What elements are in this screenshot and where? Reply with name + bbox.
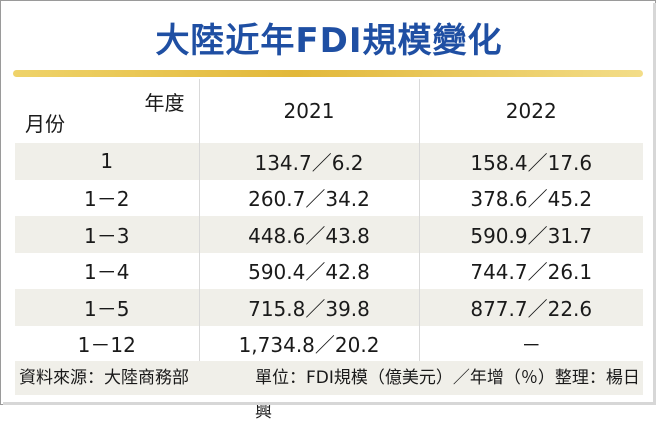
value-cell-2021: 134.7／6.2: [199, 143, 419, 180]
month-cell: 1－3: [15, 216, 199, 253]
year-header-2021: 2021: [199, 79, 419, 143]
value-cell-2021: 260.7／34.2: [199, 180, 419, 217]
table-row: 1－2 260.7／34.2 378.6／45.2: [15, 180, 643, 217]
corner-header: 年度 月份: [15, 79, 199, 143]
value-cell-2022: 158.4／17.6: [419, 143, 643, 180]
month-cell: 1－2: [15, 180, 199, 217]
footer-note: 資料來源：大陸商務部 單位：FDI規模（億美元）／年增（％）整理：楊日興: [15, 361, 643, 395]
value-cell-2022: －: [419, 326, 643, 363]
corner-month-label: 月份: [25, 108, 65, 137]
value-cell-2022: 590.9／31.7: [419, 216, 643, 253]
infographic-card: 大陸近年FDI規模變化 年度 月份 2021 2022 1 134.7／6.2 …: [0, 0, 656, 405]
value-cell-2021: 448.6／43.8: [199, 216, 419, 253]
month-cell: 1－12: [15, 326, 199, 363]
table-row: 1－3 448.6／43.8 590.9／31.7: [15, 216, 643, 253]
source-note: 資料來源：大陸商務部: [19, 361, 189, 395]
year-header-2022: 2022: [419, 79, 643, 143]
table-row: 1 134.7／6.2 158.4／17.6: [15, 143, 643, 180]
title-divider: [13, 70, 643, 77]
value-cell-2021: 590.4／42.8: [199, 253, 419, 290]
value-cell-2022: 378.6／45.2: [419, 180, 643, 217]
value-cell-2022: 744.7／26.1: [419, 253, 643, 290]
header-row: 年度 月份 2021 2022: [15, 79, 643, 143]
fdi-table: 年度 月份 2021 2022 1 134.7／6.2 158.4／17.6 1…: [15, 79, 643, 362]
value-cell-2021: 715.8／39.8: [199, 289, 419, 326]
page-title: 大陸近年FDI規模變化: [1, 17, 656, 65]
month-cell: 1－4: [15, 253, 199, 290]
table-row: 1－12 1,734.8／20.2 －: [15, 326, 643, 363]
unit-note: 單位：FDI規模（億美元）／年增（％）整理：楊日興: [255, 361, 643, 429]
corner-year-label: 年度: [145, 87, 185, 116]
value-cell-2022: 877.7／22.6: [419, 289, 643, 326]
value-cell-2021: 1,734.8／20.2: [199, 326, 419, 363]
table-row: 1－4 590.4／42.8 744.7／26.1: [15, 253, 643, 290]
table-row: 1－5 715.8／39.8 877.7／22.6: [15, 289, 643, 326]
month-cell: 1－5: [15, 289, 199, 326]
month-cell: 1: [15, 143, 199, 180]
